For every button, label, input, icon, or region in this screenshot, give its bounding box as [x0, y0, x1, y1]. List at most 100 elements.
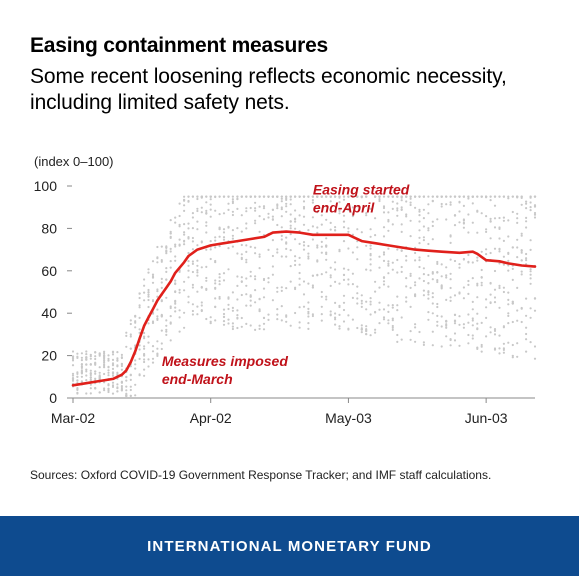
country-dot: [262, 278, 266, 282]
country-dot: [289, 227, 292, 230]
country-dot: [338, 209, 341, 212]
country-dot: [369, 254, 372, 257]
country-dot: [369, 244, 372, 247]
country-dot: [498, 334, 501, 337]
country-dot: [285, 315, 288, 318]
country-dot: [276, 207, 279, 210]
country-dot: [409, 201, 412, 204]
country-dot: [418, 210, 421, 213]
country-dot: [294, 259, 297, 262]
country-dot: [458, 195, 461, 198]
country-dot: [156, 315, 159, 318]
country-dot: [533, 195, 537, 198]
country-dot: [427, 318, 430, 321]
country-dot: [516, 256, 519, 259]
country-dot: [236, 284, 239, 287]
country-dot: [520, 259, 523, 262]
country-dot: [196, 264, 199, 267]
country-dot: [94, 363, 97, 366]
country-dot: [222, 320, 226, 323]
country-dot: [431, 199, 434, 202]
country-dot: [502, 195, 505, 198]
country-dot: [151, 300, 155, 303]
country-dot: [134, 394, 137, 397]
country-dot: [143, 291, 146, 294]
country-dot: [262, 287, 266, 290]
country-dot: [285, 198, 288, 201]
country-dot: [476, 322, 479, 325]
country-dot: [329, 274, 332, 277]
country-dot: [400, 196, 403, 199]
country-dot: [525, 332, 528, 336]
country-dot: [480, 276, 483, 279]
country-dot: [516, 309, 519, 312]
country-dot: [427, 290, 430, 293]
country-dot: [294, 287, 297, 291]
country-dot: [111, 358, 115, 361]
country-dot: [493, 226, 497, 229]
country-dot: [294, 227, 297, 230]
country-dot: [151, 321, 155, 325]
country-dot: [289, 249, 292, 252]
country-dot: [80, 380, 83, 383]
country-dot: [165, 252, 168, 255]
country-dot: [294, 195, 297, 198]
country-dot: [356, 205, 359, 208]
country-dot: [143, 284, 146, 287]
country-dot: [351, 296, 354, 299]
country-dot: [409, 197, 412, 200]
country-dot: [440, 325, 443, 328]
annotations: Measures imposed end-March Easing started e…: [162, 181, 410, 387]
country-dot: [111, 374, 115, 377]
country-dot: [445, 195, 448, 198]
country-dot: [440, 315, 443, 318]
country-dot: [280, 208, 283, 211]
country-dot: [151, 260, 155, 263]
country-dot: [111, 381, 115, 384]
country-dot: [174, 259, 177, 262]
country-dot: [160, 277, 163, 280]
country-dot: [387, 262, 390, 265]
country-dot: [445, 323, 448, 326]
country-dot: [338, 250, 341, 253]
country-dot: [174, 282, 177, 286]
country-dot: [338, 304, 341, 307]
country-dot: [311, 201, 314, 204]
country-dot: [80, 363, 83, 366]
country-dot: [178, 238, 181, 241]
country-dot: [209, 248, 212, 251]
country-dot: [396, 258, 399, 262]
country-dot: [493, 347, 497, 350]
country-dot: [493, 329, 497, 332]
country-dot: [156, 288, 159, 291]
country-dot: [422, 217, 425, 220]
country-dot: [525, 259, 528, 262]
country-dot: [85, 379, 88, 382]
country-dot: [445, 203, 448, 206]
country-dot: [200, 304, 203, 307]
country-dot: [334, 316, 337, 319]
country-dot: [240, 243, 243, 247]
country-dot: [476, 282, 479, 285]
country-dot: [351, 212, 354, 215]
country-dot: [382, 226, 386, 229]
country-dot: [396, 271, 399, 274]
country-dot: [325, 205, 328, 208]
country-dot: [493, 301, 497, 304]
country-dot: [449, 344, 452, 347]
country-dot: [276, 286, 279, 289]
country-dot: [214, 246, 217, 249]
country-dot: [129, 322, 132, 326]
country-dot: [209, 203, 212, 206]
country-dot: [396, 207, 399, 210]
country-dot: [507, 291, 510, 294]
country-dot: [391, 200, 394, 203]
country-dot: [71, 359, 75, 362]
country-dot: [307, 312, 310, 315]
country-dot: [382, 318, 386, 321]
country-dot: [169, 219, 172, 222]
country-dot: [418, 256, 421, 259]
country-dot: [196, 244, 199, 247]
country-dot: [462, 323, 465, 326]
country-dot: [143, 331, 146, 335]
